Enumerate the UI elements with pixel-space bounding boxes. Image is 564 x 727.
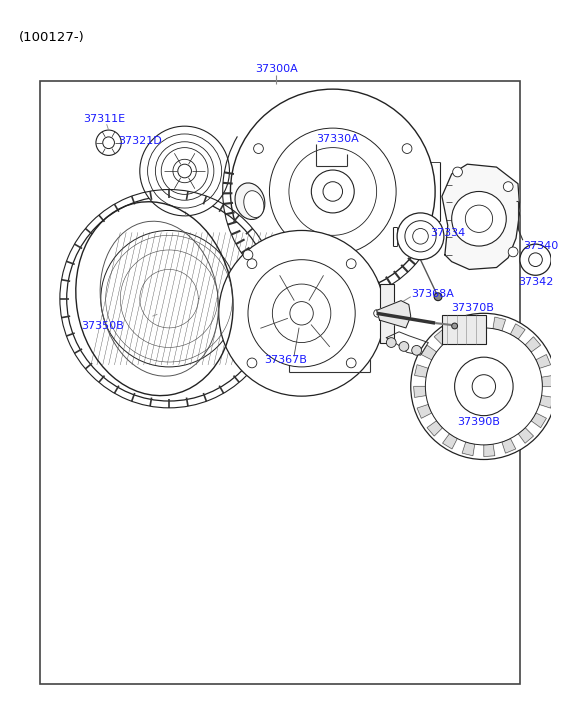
Circle shape — [243, 250, 253, 260]
Polygon shape — [541, 375, 554, 387]
Text: 37321D: 37321D — [118, 136, 162, 146]
Text: 37367B: 37367B — [265, 355, 307, 365]
Bar — [41, 81, 520, 683]
Circle shape — [248, 260, 355, 367]
Circle shape — [425, 328, 543, 445]
Circle shape — [520, 244, 551, 276]
Circle shape — [503, 182, 513, 191]
Circle shape — [557, 379, 564, 394]
Circle shape — [272, 284, 331, 342]
Polygon shape — [434, 329, 450, 345]
Bar — [442, 316, 486, 345]
Ellipse shape — [235, 183, 265, 220]
Circle shape — [323, 182, 342, 201]
Text: 37368A: 37368A — [411, 289, 453, 299]
Circle shape — [455, 357, 513, 416]
Polygon shape — [493, 317, 505, 331]
Polygon shape — [452, 320, 466, 334]
Polygon shape — [377, 301, 411, 328]
Circle shape — [247, 259, 257, 268]
Polygon shape — [518, 427, 534, 443]
Circle shape — [508, 247, 518, 257]
Circle shape — [411, 313, 557, 459]
Circle shape — [67, 196, 271, 401]
Circle shape — [528, 253, 543, 267]
Circle shape — [405, 221, 436, 252]
Circle shape — [156, 142, 214, 200]
Circle shape — [452, 323, 457, 329]
Circle shape — [219, 230, 385, 396]
Circle shape — [290, 302, 313, 325]
Polygon shape — [473, 316, 484, 329]
Ellipse shape — [244, 190, 264, 217]
Polygon shape — [525, 337, 541, 352]
Circle shape — [374, 310, 381, 317]
Bar — [554, 367, 564, 406]
Circle shape — [452, 191, 506, 246]
Circle shape — [311, 170, 354, 213]
Circle shape — [328, 273, 338, 282]
Polygon shape — [510, 324, 525, 339]
Text: 37370B: 37370B — [452, 303, 495, 313]
Circle shape — [465, 205, 492, 233]
Polygon shape — [484, 444, 495, 457]
Circle shape — [453, 167, 462, 177]
Polygon shape — [417, 404, 432, 418]
Circle shape — [178, 164, 191, 178]
Bar — [380, 284, 394, 342]
Circle shape — [247, 358, 257, 368]
Polygon shape — [415, 365, 428, 377]
Circle shape — [148, 134, 222, 208]
Text: 37334: 37334 — [430, 228, 465, 238]
Polygon shape — [427, 421, 443, 436]
Text: 37390B: 37390B — [457, 417, 500, 427]
Polygon shape — [531, 413, 547, 427]
Circle shape — [103, 137, 114, 148]
Circle shape — [173, 159, 196, 182]
Circle shape — [412, 345, 421, 356]
Polygon shape — [540, 395, 553, 408]
Circle shape — [434, 293, 442, 301]
Text: 37330A: 37330A — [316, 134, 359, 144]
Circle shape — [289, 148, 377, 236]
Circle shape — [346, 358, 356, 368]
Text: 37300A: 37300A — [255, 64, 298, 73]
Text: 37350B: 37350B — [81, 321, 124, 331]
Circle shape — [161, 148, 208, 194]
Text: 37311E: 37311E — [83, 114, 125, 124]
Polygon shape — [421, 345, 437, 360]
Polygon shape — [442, 164, 520, 270]
Polygon shape — [443, 434, 457, 449]
Circle shape — [413, 228, 428, 244]
Circle shape — [472, 374, 496, 398]
Circle shape — [254, 144, 263, 153]
Polygon shape — [462, 442, 475, 456]
Circle shape — [402, 144, 412, 153]
Circle shape — [399, 342, 409, 351]
Text: 37340: 37340 — [523, 241, 558, 251]
Circle shape — [386, 337, 396, 348]
Circle shape — [96, 130, 121, 156]
Circle shape — [346, 259, 356, 268]
Polygon shape — [536, 355, 550, 369]
Text: (100127-): (100127-) — [19, 31, 85, 44]
Polygon shape — [502, 438, 515, 453]
Polygon shape — [413, 387, 426, 398]
Circle shape — [231, 89, 435, 294]
Circle shape — [101, 230, 237, 367]
Circle shape — [270, 128, 396, 255]
Circle shape — [140, 126, 230, 216]
Text: 37342: 37342 — [518, 277, 553, 287]
Circle shape — [397, 213, 444, 260]
